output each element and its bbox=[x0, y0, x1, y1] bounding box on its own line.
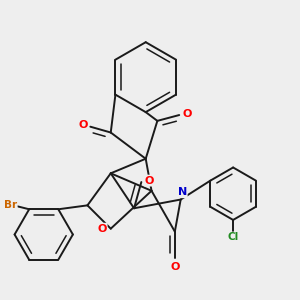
Text: O: O bbox=[78, 120, 88, 130]
Text: Br: Br bbox=[4, 200, 17, 210]
Text: O: O bbox=[170, 262, 179, 272]
Text: O: O bbox=[183, 109, 192, 118]
Text: Cl: Cl bbox=[227, 232, 239, 242]
Text: O: O bbox=[145, 176, 154, 186]
Text: N: N bbox=[178, 187, 187, 197]
Text: O: O bbox=[97, 224, 107, 234]
